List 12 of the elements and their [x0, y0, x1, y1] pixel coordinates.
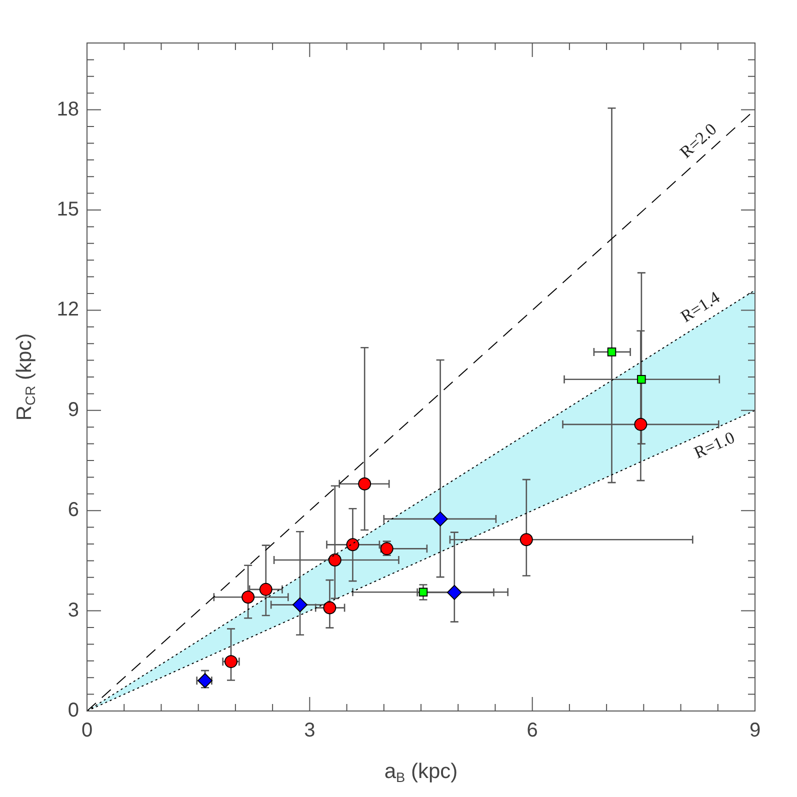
x-tick-label: 9 — [749, 720, 761, 742]
y-tick-label: 18 — [56, 98, 79, 120]
y-tick-label: 9 — [68, 398, 79, 421]
y-tick-label: 15 — [56, 198, 79, 221]
x-tick-label: 6 — [526, 720, 538, 742]
y-tick-label: 0 — [68, 700, 79, 722]
y-tick-label: 12 — [56, 298, 79, 321]
y-axis-title: RCR (kpc) — [12, 333, 38, 421]
y-tick-label: 3 — [68, 599, 79, 622]
y-tick-label: 6 — [68, 499, 79, 522]
text: R=1.0 — [691, 428, 738, 462]
x-tick-label: 3 — [304, 720, 316, 742]
